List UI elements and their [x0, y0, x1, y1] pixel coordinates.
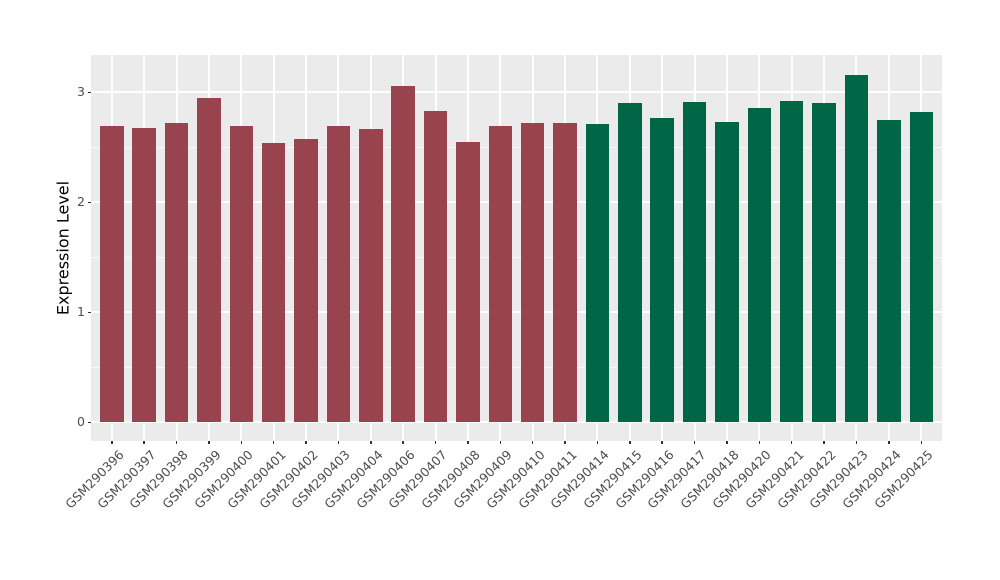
x-axis-tick: [823, 441, 825, 444]
x-axis-tick: [402, 441, 404, 444]
x-axis-tick: [790, 441, 793, 444]
bar-GSM290423: [844, 74, 869, 423]
bar-GSM290424: [877, 119, 901, 423]
minor-gridline: [91, 366, 942, 368]
bar-GSM290404: [359, 128, 383, 423]
bar-GSM290422: [812, 103, 836, 423]
y-axis-tick: [88, 421, 91, 424]
minor-gridline: [91, 146, 942, 148]
x-axis-tick: [661, 441, 663, 444]
bar-GSM290406: [391, 85, 415, 423]
bar-GSM290397: [132, 127, 156, 423]
x-axis-tick: [240, 441, 243, 444]
major-gridline: [91, 201, 942, 204]
x-axis-tick: [499, 441, 502, 444]
y-axis-tick: [88, 311, 91, 314]
x-axis-tick: [111, 441, 113, 444]
x-axis-tick: [564, 441, 566, 444]
y-axis-title: Expression Level: [53, 180, 73, 316]
y-tick-label: 1: [77, 304, 85, 320]
x-axis-tick: [888, 441, 890, 444]
bar-GSM290402: [294, 138, 318, 423]
bar-GSM290416: [650, 117, 674, 423]
y-tick-label: 0: [77, 414, 85, 430]
major-gridline: [91, 91, 942, 94]
bar-GSM290403: [326, 126, 351, 423]
bar-GSM290411: [553, 123, 577, 423]
x-axis-tick: [370, 441, 372, 444]
y-tick-label: 2: [77, 194, 85, 210]
x-axis-tick: [434, 441, 437, 444]
bar-GSM290418: [715, 122, 739, 423]
bar-GSM290425: [909, 112, 933, 423]
bar-GSM290414: [585, 124, 610, 423]
major-gridline: [91, 421, 942, 424]
x-axis-tick: [175, 441, 178, 444]
bar-GSM290420: [747, 107, 772, 423]
y-tick-label: 3: [77, 84, 85, 100]
plot-panel: [91, 55, 942, 441]
y-axis-tick: [88, 91, 91, 94]
minor-gridline: [91, 256, 942, 258]
x-axis-tick: [143, 441, 145, 444]
bar-GSM290415: [618, 103, 642, 423]
bar-GSM290407: [423, 111, 448, 423]
bar-GSM290410: [520, 123, 545, 423]
y-axis-tick: [88, 201, 91, 204]
x-axis-tick: [758, 441, 761, 444]
bar-GSM290417: [682, 102, 707, 423]
x-axis-tick: [305, 441, 307, 444]
x-axis-tick: [855, 441, 858, 444]
x-axis-tick: [629, 441, 631, 444]
x-axis-tick: [272, 441, 275, 444]
bar-GSM290421: [779, 101, 804, 423]
x-axis-tick: [726, 441, 728, 444]
major-gridline: [91, 311, 942, 314]
x-axis-tick: [596, 441, 599, 444]
x-axis-tick: [208, 441, 210, 444]
x-axis-tick: [467, 441, 469, 444]
bar-GSM290399: [197, 97, 221, 423]
x-axis-tick: [920, 441, 922, 444]
bar-GSM290409: [488, 126, 513, 423]
x-axis-tick: [337, 441, 340, 444]
bar-GSM290400: [229, 126, 254, 423]
x-axis-tick: [693, 441, 696, 444]
bar-GSM290408: [456, 141, 480, 423]
bar-GSM290401: [261, 142, 286, 423]
x-axis-tick: [531, 441, 534, 444]
bar-GSM290398: [164, 123, 189, 423]
bar-GSM290396: [100, 126, 124, 423]
